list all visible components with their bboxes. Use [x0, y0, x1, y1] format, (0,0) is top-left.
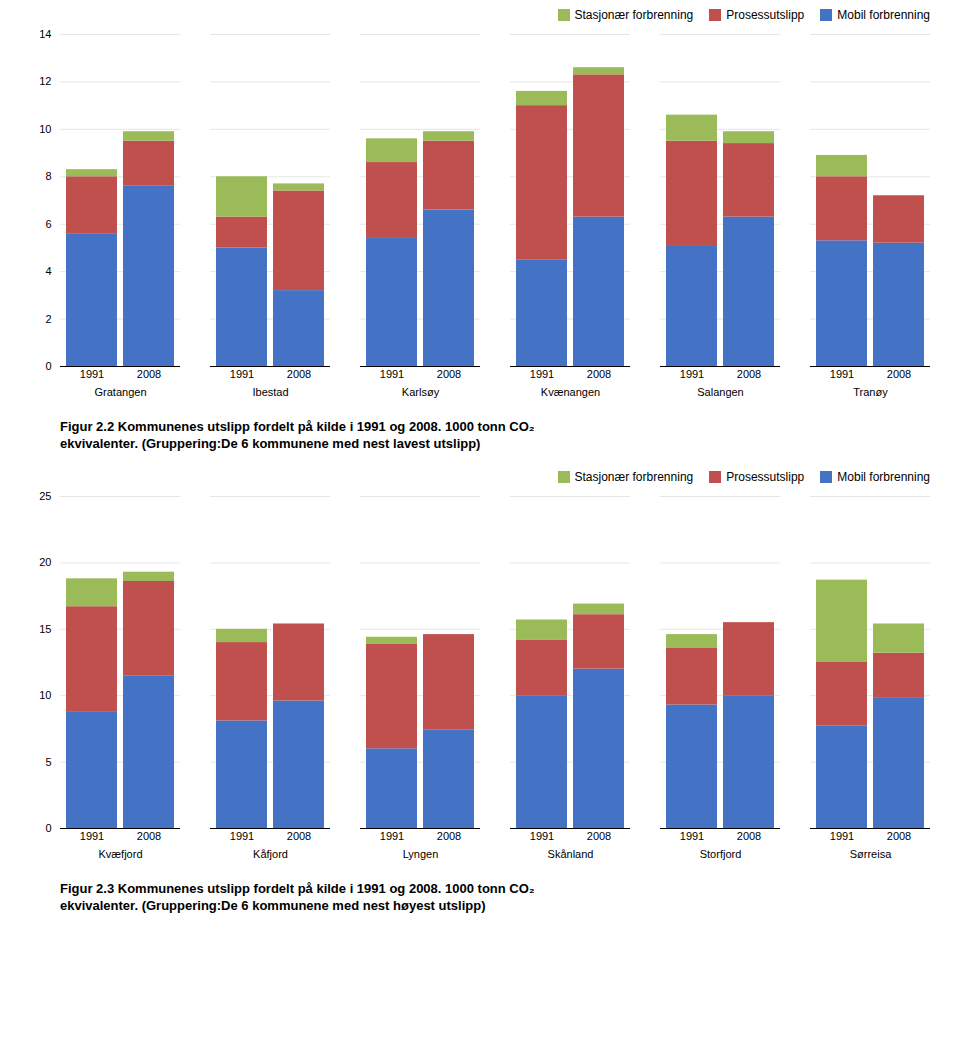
- svg-text:Lyngen: Lyngen: [403, 848, 439, 860]
- html-text:Stasjonær forbrenning: Stasjonær forbrenning: [574, 8, 694, 22]
- svg-text:1991: 1991: [830, 368, 854, 380]
- svg-text:Skånland: Skånland: [548, 848, 594, 860]
- svg-text:Salangen: Salangen: [697, 386, 744, 398]
- svg-text:1991: 1991: [680, 830, 704, 842]
- svg-text:4: 4: [45, 265, 51, 277]
- svg-text:2008: 2008: [587, 830, 611, 842]
- svg-text:Tranøy: Tranøy: [853, 386, 888, 398]
- svg-text:1991: 1991: [230, 830, 254, 842]
- svg-text:15: 15: [39, 623, 51, 635]
- svg-text:6: 6: [45, 218, 51, 230]
- svg-text:2008: 2008: [737, 830, 761, 842]
- html-text:ekvivalenter. (Gruppering:De 6: ekvivalenter. (Gruppering:De 6 kommunene…: [60, 436, 481, 451]
- svg-text:1991: 1991: [80, 368, 104, 380]
- svg-text:1991: 1991: [530, 368, 554, 380]
- svg-text:2008: 2008: [887, 368, 911, 380]
- html-text:Mobil forbrenning: Mobil forbrenning: [837, 470, 930, 484]
- svg-text:2008: 2008: [287, 830, 311, 842]
- svg-text:10: 10: [39, 689, 51, 701]
- svg-text:Karlsøy: Karlsøy: [402, 386, 440, 398]
- svg-text:Kåfjord: Kåfjord: [253, 848, 288, 860]
- svg-text:1991: 1991: [80, 830, 104, 842]
- svg-text:2008: 2008: [287, 368, 311, 380]
- svg-text:1991: 1991: [680, 368, 704, 380]
- svg-text:2008: 2008: [887, 830, 911, 842]
- svg-text:1991: 1991: [380, 368, 404, 380]
- html-text:Figur 2.2 Kommunenes utslipp f: Figur 2.2 Kommunenes utslipp fordelt på …: [60, 419, 535, 434]
- svg-text:2008: 2008: [137, 830, 161, 842]
- svg-text:2008: 2008: [737, 368, 761, 380]
- svg-text:2: 2: [45, 313, 51, 325]
- svg-text:Storfjord: Storfjord: [700, 848, 742, 860]
- svg-text:14: 14: [39, 28, 51, 40]
- html-text:Mobil forbrenning: Mobil forbrenning: [837, 8, 930, 22]
- svg-text:Sørreisa: Sørreisa: [850, 848, 892, 860]
- svg-text:5: 5: [45, 756, 51, 768]
- html-text:Prosessutslipp: Prosessutslipp: [726, 8, 805, 22]
- svg-text:1991: 1991: [380, 830, 404, 842]
- svg-text:Kvæfjord: Kvæfjord: [98, 848, 142, 860]
- svg-text:Ibestad: Ibestad: [252, 386, 288, 398]
- svg-text:1991: 1991: [230, 368, 254, 380]
- svg-text:8: 8: [45, 170, 51, 182]
- svg-text:2008: 2008: [137, 368, 161, 380]
- svg-text:25: 25: [39, 490, 51, 502]
- svg-text:1991: 1991: [530, 830, 554, 842]
- svg-text:2008: 2008: [587, 368, 611, 380]
- svg-text:20: 20: [39, 556, 51, 568]
- html-text:ekvivalenter. (Gruppering:De 6: ekvivalenter. (Gruppering:De 6 kommunene…: [60, 898, 486, 913]
- svg-text:12: 12: [39, 75, 51, 87]
- svg-text:2008: 2008: [437, 830, 461, 842]
- html-text:Stasjonær forbrenning: Stasjonær forbrenning: [574, 470, 694, 484]
- svg-text:2008: 2008: [437, 368, 461, 380]
- svg-text:1991: 1991: [830, 830, 854, 842]
- svg-text:0: 0: [45, 360, 51, 372]
- html-text:Prosessutslipp: Prosessutslipp: [726, 470, 805, 484]
- svg-text:10: 10: [39, 123, 51, 135]
- svg-text:0: 0: [45, 822, 51, 834]
- svg-text:Gratangen: Gratangen: [95, 386, 147, 398]
- html-text:Figur 2.3 Kommunenes utslipp f: Figur 2.3 Kommunenes utslipp fordelt på …: [60, 881, 535, 896]
- svg-text:Kvænangen: Kvænangen: [541, 386, 600, 398]
